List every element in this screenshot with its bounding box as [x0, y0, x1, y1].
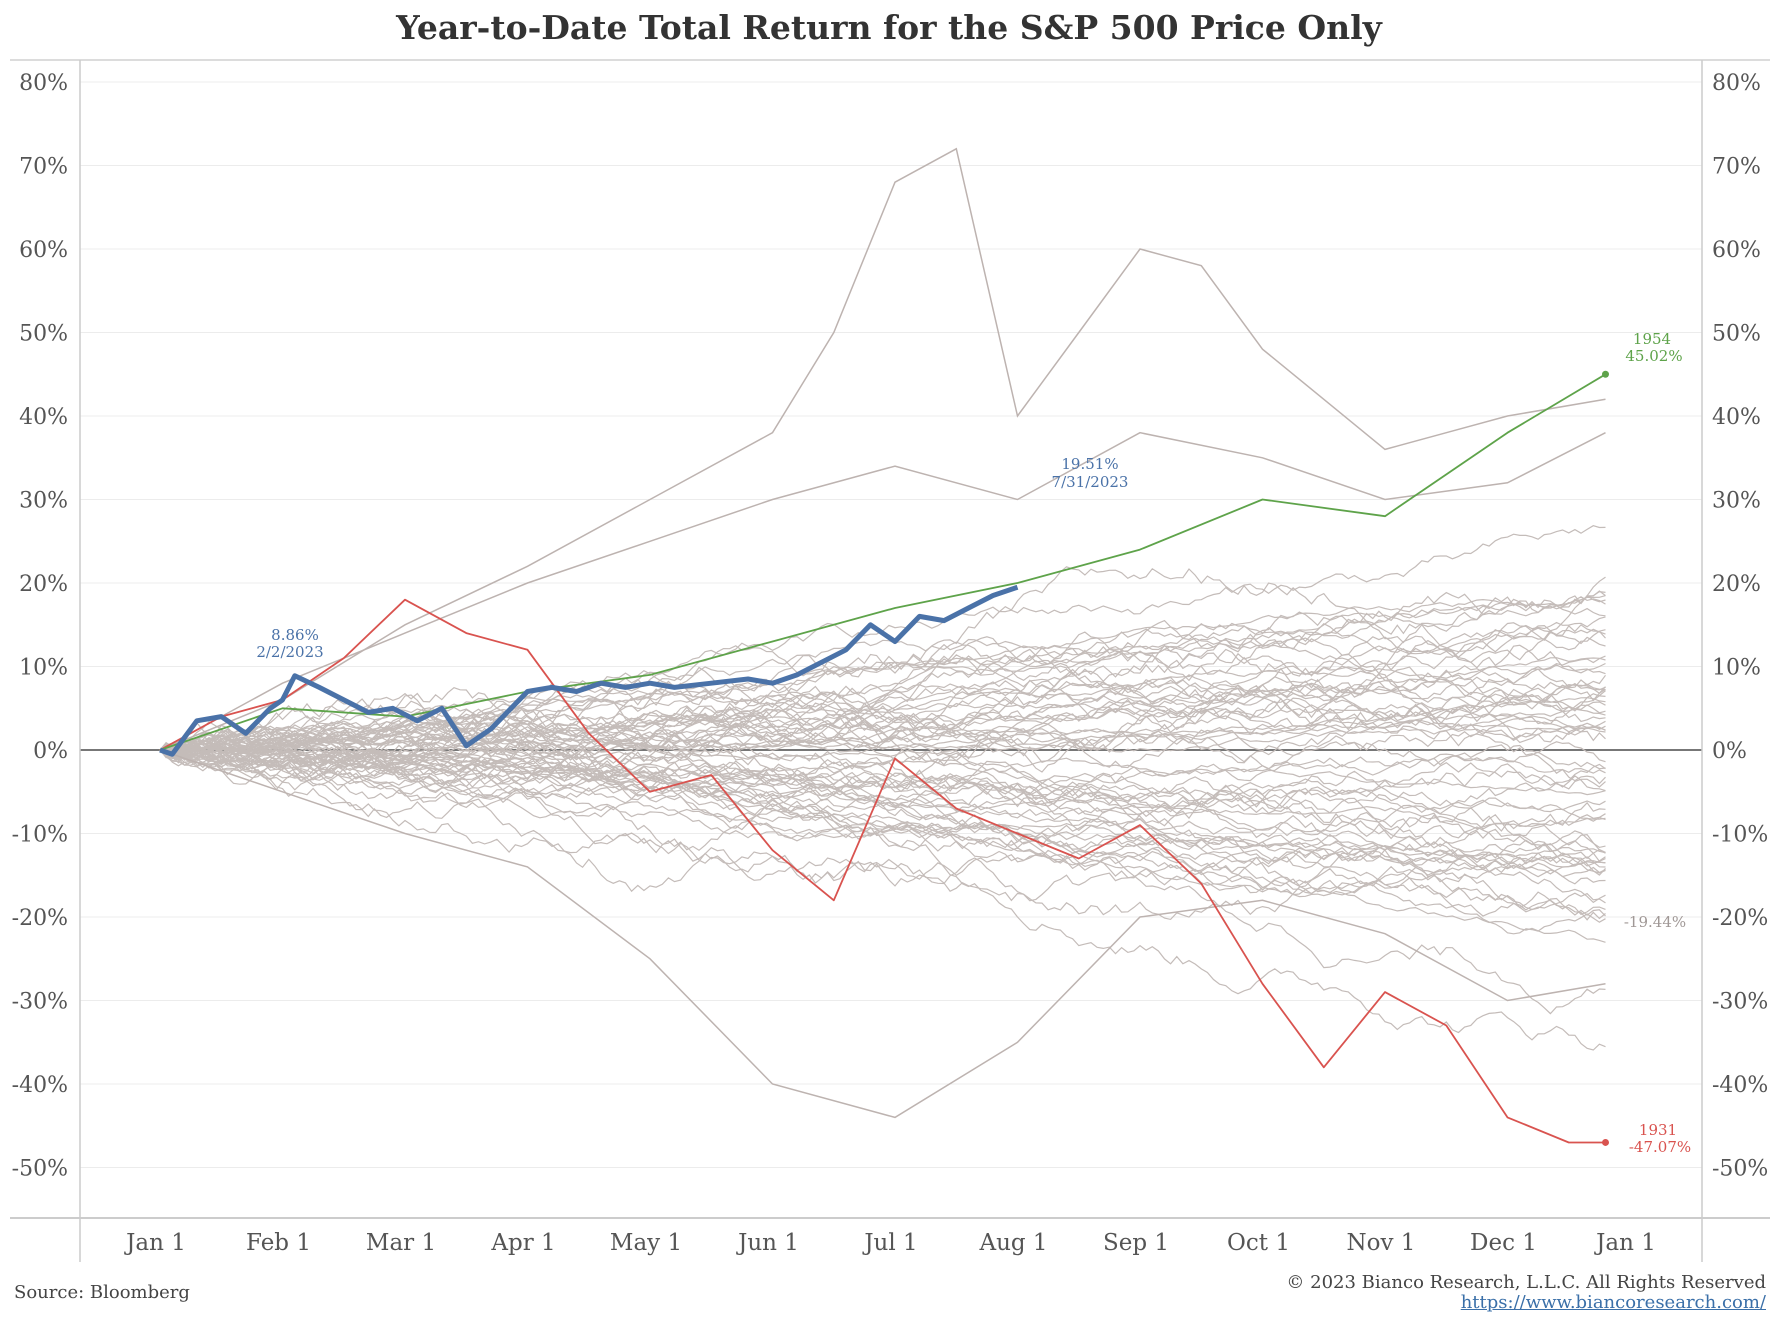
background-year-line [159, 739, 1606, 790]
y-tick-label-right: 40% [1712, 405, 1761, 430]
series-line-2023 [159, 584, 1019, 757]
y-tick-label-right: 20% [1712, 572, 1761, 597]
background-year-line [159, 656, 1606, 761]
background-year-line [159, 629, 1606, 767]
x-tick-label: May 1 [610, 1230, 682, 1256]
y-tick-label-left: -40% [12, 1073, 68, 1098]
annotation-1954-value: 45.02% [1625, 347, 1682, 365]
background-year-line [159, 595, 1606, 751]
y-tick-label-left: 70% [19, 155, 68, 180]
annotation-2023-end-value: 19.51% [1061, 455, 1118, 473]
x-tick-label: Jan 1 [124, 1230, 186, 1256]
y-tick-label-left: 50% [19, 322, 68, 347]
x-tick-label: Jun 1 [736, 1230, 799, 1256]
y-tick-label-right: 0% [1712, 739, 1747, 764]
y-tick-label-left: 10% [19, 656, 68, 681]
background-year-line [159, 749, 1606, 917]
background-year-line [159, 749, 1606, 1015]
y-tick-label-left: 30% [19, 489, 68, 514]
highlight-series-lines [159, 147, 1609, 1146]
background-year-line [159, 744, 1606, 863]
y-tick-label-left: -20% [12, 906, 68, 931]
background-year-line [159, 747, 1606, 830]
background-year-line [159, 727, 1606, 840]
gridlines [80, 81, 1702, 1168]
y-tick-label-right: 70% [1712, 155, 1761, 180]
annotation-1931-year: 1931 [1639, 1121, 1677, 1139]
y-tick-label-left: -10% [12, 823, 68, 848]
background-year-line [159, 749, 1606, 867]
y-tick-label-left: 60% [19, 238, 68, 263]
series-end-point-1954 [1602, 370, 1609, 378]
y-tick-label-left: 20% [19, 572, 68, 597]
y-tick-label-left: 80% [19, 71, 68, 96]
x-tick-label: Nov 1 [1347, 1230, 1416, 1256]
series-end-point-1931 [1602, 1138, 1609, 1146]
annotation-2023-end-date: 7/31/2023 [1052, 473, 1129, 491]
y-tick-label-right: -50% [1712, 1157, 1768, 1182]
background-year-line [159, 665, 1606, 752]
annotation-2023-start-value: 8.86% [271, 626, 319, 644]
background-year-line [159, 745, 1606, 921]
source-link[interactable]: https://www.biancoresearch.com/ [1460, 1292, 1766, 1313]
source-note: Source: Bloomberg [14, 1282, 190, 1303]
y-tick-label-right: 30% [1712, 489, 1761, 514]
background-year-line [159, 639, 1606, 757]
background-year-line [159, 749, 1606, 882]
y-tick-label-right: 60% [1712, 238, 1761, 263]
y-tick-label-left: -50% [12, 1157, 68, 1182]
y-tick-label-right: -30% [1712, 990, 1768, 1015]
x-tick-label: Apr 1 [490, 1230, 555, 1256]
y-tick-label-right: 10% [1712, 656, 1761, 681]
background-year-line [159, 740, 1606, 860]
background-year-line [159, 745, 1606, 820]
x-tick-label: Feb 1 [246, 1230, 311, 1256]
background-year-line [159, 566, 1606, 760]
y-tick-label-left: -30% [12, 990, 68, 1015]
background-year-line [159, 747, 1606, 943]
x-tick-label: Dec 1 [1470, 1230, 1537, 1256]
series-line-1931 [159, 598, 1606, 1144]
x-tick-label: Sep 1 [1103, 1230, 1169, 1256]
y-tick-label-right: 50% [1712, 322, 1761, 347]
background-year-line [159, 708, 1606, 762]
annotation-1931-value: -47.07% [1629, 1138, 1691, 1156]
series-line-peak-76% [159, 147, 1606, 751]
background-year-lines [159, 525, 1606, 1051]
x-axis-ticks: Jan 1 Feb 1 Mar 1 Apr 1 May 1 Jun 1 Jul 1 Aug 1… [124, 1230, 1656, 1256]
background-year-line [159, 627, 1606, 752]
x-tick-label: Aug 1 [978, 1230, 1047, 1256]
series-line-1954 [159, 373, 1606, 751]
x-tick-label: Oct 1 [1227, 1230, 1290, 1256]
axis-frame [10, 59, 1770, 1262]
background-year-line [159, 745, 1606, 837]
background-year-line [159, 725, 1606, 775]
y-tick-label-right: 80% [1712, 71, 1761, 96]
y-tick-label-left: 40% [19, 405, 68, 430]
series-line-mid-1 [159, 431, 1606, 751]
background-year-line [159, 742, 1606, 854]
background-year-line [159, 657, 1606, 752]
series-line-trough-44% [159, 749, 1606, 1119]
y-tick-label-right: -20% [1712, 906, 1768, 931]
background-year-line [159, 590, 1606, 776]
annotation-other-value: -19.44% [1624, 913, 1686, 931]
background-year-line [159, 688, 1606, 773]
annotation-1954-year: 1954 [1633, 330, 1671, 348]
y-axis-ticks: 80% 80% 70% 70% 60% 60% 50% 50% 40% 40% 30% 30% 20% 2… [12, 71, 1769, 1182]
y-tick-label-left: 0% [33, 739, 68, 764]
annotations: 8.86% 2/2/2023 19.51% 7/31/2023 1954 45.… [256, 330, 1691, 1156]
chart-title: Year-to-Date Total Return for the S&P 50… [396, 8, 1382, 47]
copyright-note: © 2023 Bianco Research, L.L.C. All Right… [1286, 1272, 1766, 1293]
x-tick-label: Jul 1 [862, 1230, 917, 1256]
x-tick-label: Jan 1 [1594, 1230, 1656, 1256]
background-year-line [159, 668, 1606, 770]
y-tick-label-right: -40% [1712, 1073, 1768, 1098]
x-tick-label: Mar 1 [366, 1230, 436, 1256]
y-tick-label-right: -10% [1712, 823, 1768, 848]
annotation-2023-start-date: 2/2/2023 [256, 643, 323, 661]
background-year-line [159, 692, 1606, 763]
background-year-line [159, 576, 1606, 772]
